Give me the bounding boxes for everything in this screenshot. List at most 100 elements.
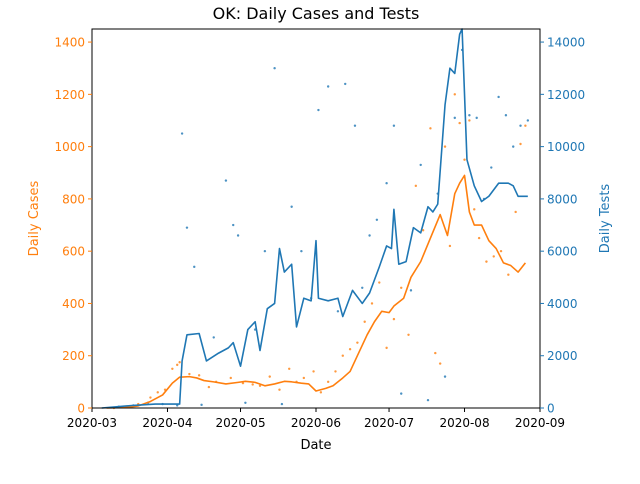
cases-daily-point	[149, 396, 152, 399]
cases-daily-point	[473, 208, 476, 211]
cases-daily-point	[156, 391, 159, 394]
chart-title: OK: Daily Cases and Tests	[213, 4, 420, 23]
cases-daily-point	[448, 244, 452, 248]
cases-daily-point	[197, 374, 201, 377]
tests-daily-point	[224, 179, 228, 182]
y-left-tick-label: 0	[77, 402, 85, 416]
x-tick-label: 2020-07	[364, 416, 414, 430]
tests-daily-point	[475, 116, 478, 120]
cases-daily-point	[492, 255, 495, 258]
y-axis-left: 0 200 400 600 800 1000 1200 1400	[54, 36, 92, 416]
y-left-tick-label: 200	[62, 349, 85, 363]
cases-daily-point	[378, 281, 381, 284]
cases-avg-line	[106, 174, 527, 409]
cases-daily-point	[421, 229, 425, 232]
cases-daily-point	[385, 346, 388, 350]
cases-daily-point	[485, 260, 488, 263]
x-tick-label: 2020-04	[142, 416, 192, 430]
cases-daily-point	[268, 375, 271, 378]
cases-daily-point	[468, 119, 471, 122]
x-tick-label: 2020-05	[215, 416, 265, 430]
cases-daily-point	[414, 184, 418, 188]
cases-daily-point	[319, 391, 323, 394]
series-layer	[101, 28, 530, 410]
tests-daily-point	[443, 375, 447, 378]
cases-daily-point	[363, 320, 366, 323]
cases-daily-point	[429, 127, 432, 130]
y-axis-right-label: Daily Tests	[598, 184, 613, 254]
cases-daily-point	[524, 124, 527, 127]
cases-daily-point	[302, 376, 306, 380]
y-right-tick-label: 4000	[547, 297, 578, 311]
tests-daily-point	[497, 95, 500, 99]
y-left-tick-label: 1200	[54, 88, 85, 102]
tests-daily-point	[453, 116, 456, 120]
x-tick-label: 2020-09	[515, 416, 565, 430]
y-left-tick-label: 1000	[54, 140, 85, 154]
tests-daily-point	[336, 310, 340, 313]
tests-daily-point	[317, 108, 320, 112]
x-axis: 2020-03 2020-04 2020-05 2020-06 2020-07 2020-…	[67, 408, 565, 430]
cases-daily-point	[370, 302, 374, 305]
tests-avg-line	[101, 28, 528, 409]
cases-daily-point	[434, 351, 437, 355]
y-right-tick-label: 6000	[547, 245, 578, 259]
tests-daily-point	[400, 392, 403, 395]
y-right-tick-label: 2000	[547, 349, 578, 363]
tests-daily-point	[419, 163, 422, 167]
cases-daily-point	[251, 383, 254, 386]
tests-daily-point	[273, 67, 276, 70]
tests-daily-point	[236, 234, 240, 237]
tests-daily-point	[344, 82, 347, 86]
x-tick-label: 2020-03	[67, 416, 117, 430]
y-right-tick-label: 12000	[547, 88, 585, 102]
plot-frame	[91, 28, 541, 409]
tests-daily-point	[426, 398, 430, 402]
x-tick-label: 2020-06	[291, 416, 341, 430]
cases-daily-point	[463, 158, 466, 161]
cases-daily-point	[519, 142, 522, 146]
axes-layer	[91, 28, 541, 409]
cases-daily-point	[438, 362, 442, 365]
tests-daily-point	[353, 124, 357, 127]
cases-daily-point	[348, 347, 352, 351]
cases-daily-point	[178, 361, 181, 364]
tests-daily-point	[512, 145, 515, 148]
y-right-tick-label: 10000	[547, 140, 585, 154]
tests-daily-point	[409, 289, 413, 292]
tests-daily-point	[385, 182, 388, 185]
cases-daily-point	[278, 388, 281, 391]
cases-daily-point	[176, 363, 179, 367]
y-axis-right: 0 2000 4000 6000 8000 10000 12000 14000	[540, 36, 585, 416]
cases-daily-point	[458, 121, 461, 125]
tests-daily-point	[185, 226, 189, 229]
tests-daily-point	[200, 403, 203, 407]
y-left-tick-label: 600	[62, 245, 85, 259]
cases-daily-point	[453, 93, 456, 96]
tests-daily-point	[375, 218, 379, 222]
y-right-tick-label: 14000	[547, 36, 585, 50]
tests-daily-point	[212, 336, 215, 339]
tests-daily-point	[290, 205, 293, 208]
cases-daily-point	[356, 341, 359, 344]
x-axis-label: Date	[300, 438, 331, 453]
cases-daily-point	[392, 317, 396, 321]
tests-daily-point	[300, 249, 303, 253]
cases-daily-point	[477, 236, 481, 240]
tests-daily-point	[326, 85, 330, 88]
tests-daily-point	[519, 124, 522, 127]
y-right-tick-label: 0	[547, 402, 555, 416]
cases-daily-point	[507, 273, 510, 276]
tests-daily-point	[244, 401, 247, 404]
cases-daily-point	[443, 145, 447, 148]
tests-daily-point	[232, 223, 235, 227]
cases-daily-point	[207, 385, 211, 389]
tests-daily-point	[392, 124, 396, 127]
cases-daily-point	[407, 333, 410, 337]
tests-daily-point	[468, 114, 471, 117]
tests-daily-point	[193, 265, 196, 269]
y-left-tick-label: 800	[62, 192, 85, 206]
x-tick-label: 2020-08	[439, 416, 489, 430]
